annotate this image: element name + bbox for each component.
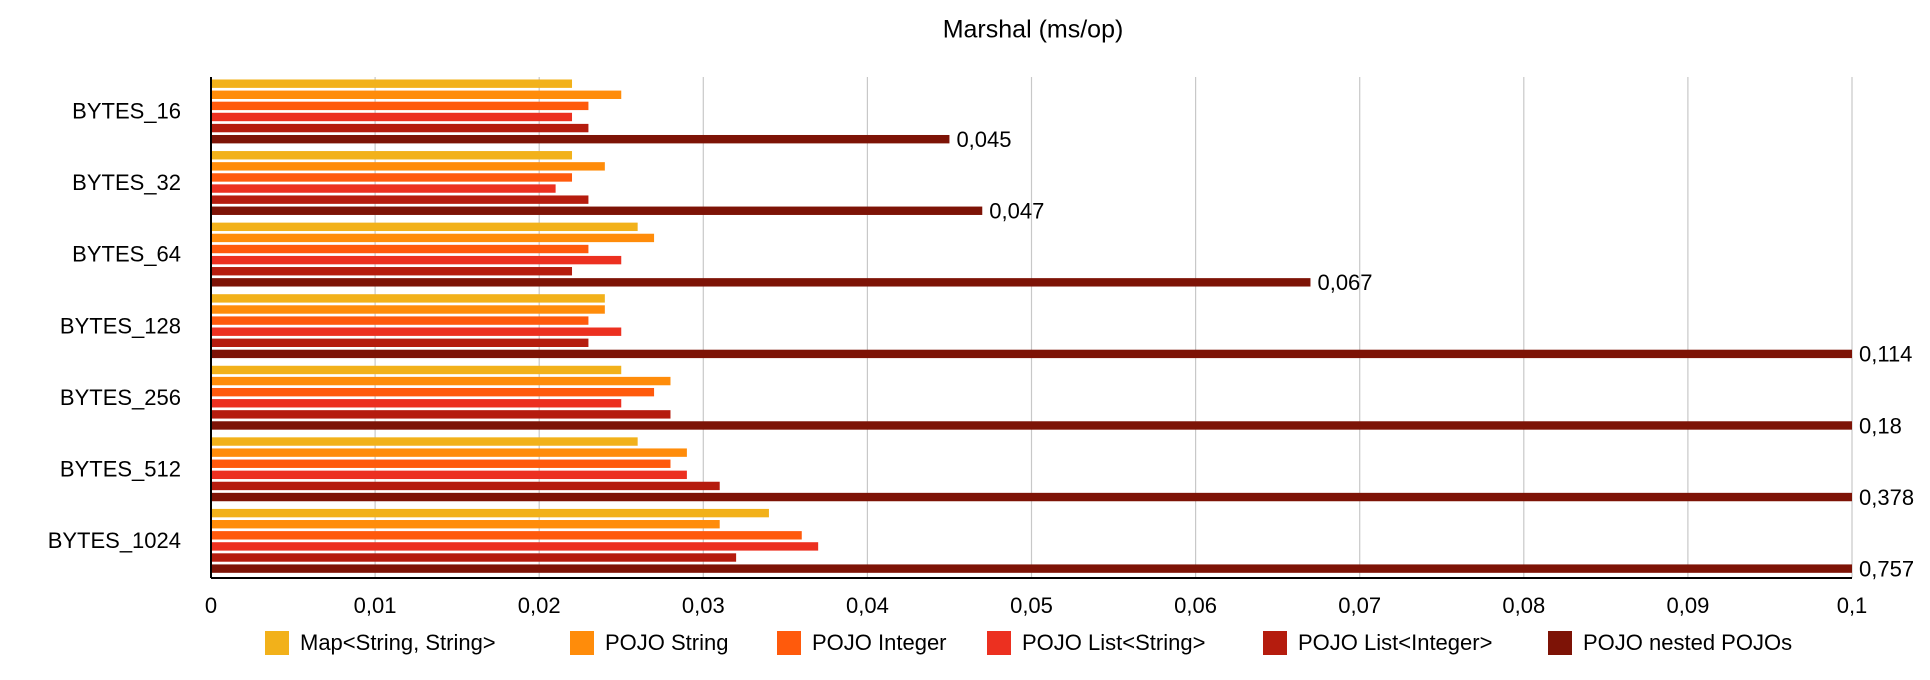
bar [211, 520, 720, 529]
x-tick-label: 0,02 [518, 593, 561, 618]
y-tick-label: BYTES_32 [72, 170, 181, 195]
y-tick-label: BYTES_128 [60, 313, 181, 338]
bar [211, 173, 573, 182]
y-tick-label: BYTES_64 [72, 242, 181, 267]
bar [211, 349, 1852, 359]
bar [211, 112, 573, 122]
legend-swatch [570, 631, 594, 655]
bar [211, 267, 573, 276]
legend-label: POJO List<String> [1022, 630, 1205, 655]
x-tick-label: 0 [205, 593, 217, 618]
bar [211, 387, 655, 397]
bar [211, 553, 737, 562]
y-tick-label: BYTES_256 [60, 385, 181, 410]
bar [211, 492, 1852, 502]
y-tick-label: BYTES_1024 [48, 528, 181, 553]
bar [211, 90, 622, 99]
legend-label: POJO Integer [812, 630, 947, 655]
value-label: 0,045 [956, 127, 1011, 152]
bar [211, 123, 589, 133]
bar [211, 470, 687, 480]
bar [211, 195, 589, 204]
value-label: 0,067 [1317, 270, 1372, 295]
y-tick-label: BYTES_512 [60, 456, 181, 481]
value-label: 0,18 [1859, 413, 1902, 438]
bar [211, 101, 589, 111]
x-tick-label: 0,06 [1174, 593, 1217, 618]
bar [211, 327, 622, 336]
bar [211, 278, 1311, 287]
legend-label: POJO String [605, 630, 728, 655]
legend-swatch [987, 631, 1011, 655]
bar [211, 316, 589, 325]
value-label: 0,114 [1859, 342, 1912, 367]
bar [211, 184, 556, 193]
legend-swatch [1548, 631, 1572, 655]
x-tick-label: 0,1 [1837, 593, 1868, 618]
bar [211, 255, 622, 265]
value-label: 0,757 [1859, 556, 1914, 581]
bar [211, 448, 687, 457]
x-tick-label: 0,07 [1338, 593, 1381, 618]
x-tick-label: 0,08 [1502, 593, 1545, 618]
legend-swatch [1263, 631, 1287, 655]
value-label: 0,378 [1859, 485, 1914, 510]
legend-label: POJO nested POJOs [1583, 630, 1792, 655]
bar [211, 365, 622, 375]
bar [211, 437, 638, 446]
legend-swatch [777, 631, 801, 655]
bar [211, 244, 589, 254]
bar [211, 410, 671, 419]
bar [211, 542, 819, 551]
bar [211, 151, 573, 160]
bar [211, 531, 802, 540]
legend-label: Map<String, String> [300, 630, 496, 655]
bar [211, 481, 720, 491]
bar [211, 399, 622, 408]
bar [211, 338, 589, 347]
bar [211, 79, 573, 88]
chart-title: Marshal (ms/op) [943, 16, 1124, 44]
bar [211, 233, 655, 243]
y-tick-label: BYTES_16 [72, 99, 181, 124]
x-tick-label: 0,09 [1666, 593, 1709, 618]
bar [211, 294, 605, 303]
bar [211, 206, 983, 215]
bar [211, 564, 1852, 573]
bar [211, 134, 950, 144]
bar [211, 421, 1852, 430]
legend-label: POJO List<Integer> [1298, 630, 1492, 655]
bar [211, 376, 671, 386]
bar [211, 305, 605, 314]
x-tick-label: 0,03 [682, 593, 725, 618]
bar [211, 459, 671, 468]
x-tick-label: 0,04 [846, 593, 889, 618]
bar [211, 222, 638, 232]
value-label: 0,047 [989, 199, 1044, 224]
bar [211, 508, 769, 518]
bar [211, 162, 605, 171]
x-tick-label: 0,01 [354, 593, 397, 618]
x-tick-label: 0,05 [1010, 593, 1053, 618]
legend-swatch [265, 631, 289, 655]
